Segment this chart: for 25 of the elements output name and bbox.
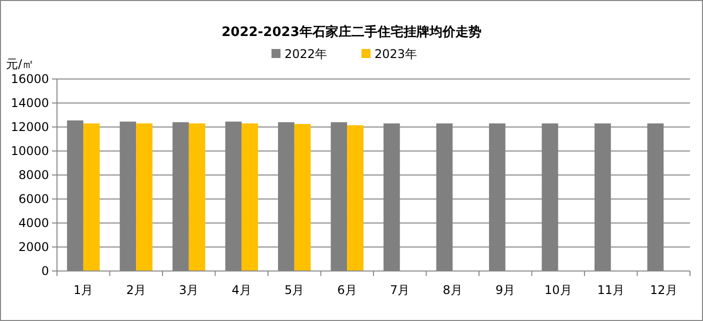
x-tick-label: 4月 — [232, 283, 252, 297]
legend-label: 2022年 — [284, 47, 328, 61]
x-tick-label: 8月 — [442, 283, 462, 297]
legend-label: 2023年 — [374, 47, 418, 61]
y-tick-label: 2000 — [18, 240, 49, 254]
y-tick-label: 10000 — [10, 144, 49, 158]
x-tick-label: 11月 — [597, 283, 625, 297]
y-axis-title: 元/㎡ — [6, 57, 34, 71]
y-tick-label: 14000 — [10, 96, 49, 110]
y-tick-label: 16000 — [10, 72, 49, 86]
x-tick-label: 9月 — [496, 283, 516, 297]
y-tick-label: 6000 — [18, 192, 49, 206]
x-tick-label: 6月 — [337, 283, 357, 297]
x-tick-label: 12月 — [650, 283, 678, 297]
y-tick-label: 0 — [41, 264, 49, 278]
x-tick-label: 7月 — [390, 283, 410, 297]
x-tick-label: 1月 — [74, 283, 94, 297]
y-tick-label: 12000 — [10, 120, 49, 134]
x-tick-label: 5月 — [284, 283, 304, 297]
x-tick-label: 2月 — [126, 283, 146, 297]
chart-title: 2022-2023年石家庄二手住宅挂牌均价走势 — [222, 24, 482, 40]
x-tick-label: 3月 — [179, 283, 199, 297]
y-tick-label: 4000 — [18, 216, 49, 230]
x-tick-label: 10月 — [544, 283, 572, 297]
y-tick-label: 8000 — [18, 168, 49, 182]
